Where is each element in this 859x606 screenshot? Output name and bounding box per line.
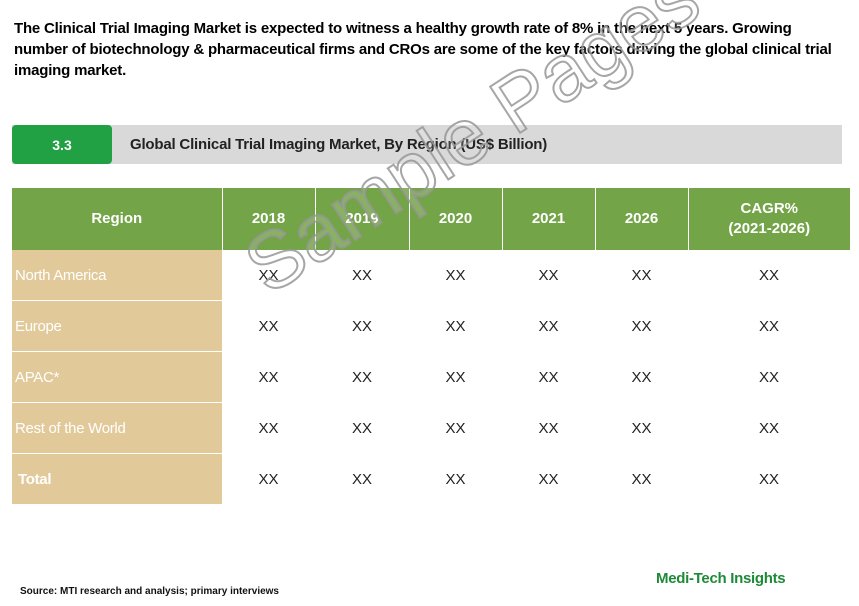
- value-cell: XX: [502, 250, 595, 301]
- section-number-badge: 3.3: [12, 125, 112, 164]
- company-logo: Medi-Tech Insights: [656, 570, 786, 587]
- value-cell: XX: [409, 453, 502, 505]
- value-cell: XX: [595, 402, 688, 454]
- column-header-region: Region: [12, 188, 223, 250]
- market-by-region-table: Region 2018 2019 2020 2021 2026 CAGR% (2…: [12, 188, 850, 505]
- value-cell: XX: [315, 453, 409, 505]
- value-cell: XX: [502, 402, 595, 454]
- region-cell: North America: [12, 250, 222, 301]
- column-header-2026: 2026: [595, 188, 689, 250]
- value-cell: XX: [502, 300, 595, 352]
- value-cell: XX: [222, 351, 315, 403]
- column-header-cagr: CAGR% (2021-2026): [688, 188, 850, 250]
- value-cell: XX: [688, 351, 850, 403]
- region-cell: Rest of the World: [12, 402, 222, 454]
- value-cell: XX: [222, 453, 315, 505]
- column-header-2020: 2020: [409, 188, 503, 250]
- value-cell: XX: [222, 300, 315, 352]
- value-cell: XX: [315, 300, 409, 352]
- value-cell: XX: [222, 402, 315, 454]
- value-cell: XX: [409, 250, 502, 301]
- value-cell: XX: [688, 453, 850, 505]
- table-row-total: Total XX XX XX XX XX XX: [12, 453, 850, 505]
- value-cell: XX: [595, 250, 688, 301]
- value-cell: XX: [409, 351, 502, 403]
- column-header-2021: 2021: [502, 188, 596, 250]
- table-row: Rest of the World XX XX XX XX XX XX: [12, 402, 850, 454]
- value-cell: XX: [315, 351, 409, 403]
- value-cell: XX: [502, 351, 595, 403]
- table-header-row: Region 2018 2019 2020 2021 2026 CAGR% (2…: [12, 188, 850, 250]
- value-cell: XX: [688, 402, 850, 454]
- value-cell: XX: [315, 402, 409, 454]
- section-header-bar: 3.3 Global Clinical Trial Imaging Market…: [12, 125, 842, 164]
- cagr-label: CAGR%: [740, 200, 798, 217]
- value-cell: XX: [595, 351, 688, 403]
- cagr-period: (2021-2026): [728, 220, 811, 237]
- value-cell: XX: [222, 250, 315, 301]
- value-cell: XX: [688, 300, 850, 352]
- region-cell-total: Total: [12, 453, 222, 505]
- value-cell: XX: [315, 250, 409, 301]
- value-cell: XX: [409, 300, 502, 352]
- table-row: Europe XX XX XX XX XX XX: [12, 300, 850, 352]
- value-cell: XX: [502, 453, 595, 505]
- table-row: North America XX XX XX XX XX XX: [12, 250, 850, 301]
- region-cell: APAC*: [12, 351, 222, 403]
- table-row: APAC* XX XX XX XX XX XX: [12, 351, 850, 403]
- value-cell: XX: [409, 402, 502, 454]
- column-header-2019: 2019: [315, 188, 410, 250]
- value-cell: XX: [595, 300, 688, 352]
- value-cell: XX: [595, 453, 688, 505]
- column-header-2018: 2018: [222, 188, 316, 250]
- region-cell: Europe: [12, 300, 222, 352]
- source-note: Source: MTI research and analysis; prima…: [20, 586, 279, 597]
- intro-text: The Clinical Trial Imaging Market is exp…: [14, 20, 832, 79]
- section-title: Global Clinical Trial Imaging Market, By…: [130, 136, 548, 153]
- value-cell: XX: [688, 250, 850, 301]
